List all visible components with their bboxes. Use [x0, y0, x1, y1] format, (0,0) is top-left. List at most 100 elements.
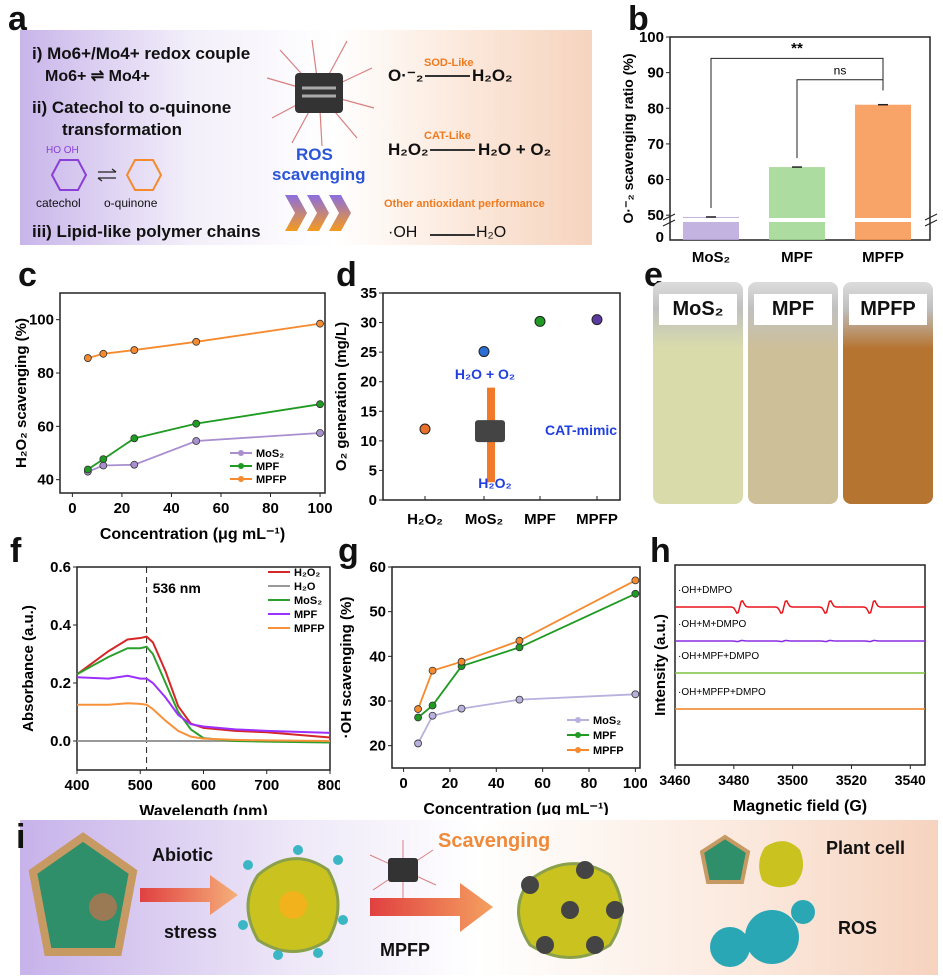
- y-tick-label: 90: [647, 65, 664, 82]
- y-tick-label: 20: [369, 738, 386, 755]
- x-tick-label: 40: [163, 500, 180, 517]
- panel-label-h: h: [650, 532, 671, 570]
- x-tick-label: 60: [534, 775, 551, 792]
- legend-label: MPF: [593, 730, 617, 742]
- nanoparticle-illustration: [266, 39, 375, 147]
- x-tick-label: 20: [442, 775, 459, 792]
- oh-arrow: [430, 234, 475, 236]
- plot-frame: [674, 564, 926, 766]
- spectrum-label: ·OH+M+DMPO: [678, 619, 747, 630]
- data-point: [130, 460, 139, 469]
- x-tick-label: 500: [128, 777, 153, 794]
- data-point: [99, 349, 108, 358]
- y-tick-label: 60: [37, 418, 54, 435]
- reference-line-label: 536 nm: [153, 580, 201, 596]
- y-tick-label: 0: [369, 492, 377, 509]
- x-tick-label: 400: [64, 777, 89, 794]
- data-point: [414, 713, 422, 722]
- legend-label: MPF: [256, 461, 280, 473]
- x-tick-label: 0: [399, 775, 407, 792]
- data-point: [192, 337, 201, 346]
- catechol-ring: [50, 159, 88, 191]
- quinone-ring: [125, 159, 163, 191]
- legend-marker: [238, 450, 244, 456]
- x-tick-label: 80: [262, 500, 279, 517]
- chart-c-h2o2-scavenging: 0 20 40 60 80 100 40 60 80 100 Concentration (μg m…: [13, 292, 333, 543]
- y-tick-label: 70: [647, 136, 664, 153]
- x-tick-label: H₂O₂: [407, 511, 443, 528]
- nanoparticle-icon: [475, 420, 505, 443]
- vial-photo: MPFP: [843, 282, 933, 504]
- bar-0: [683, 216, 739, 240]
- y-tick-label: 0.0: [50, 733, 71, 750]
- catechol-quinone-structures: [50, 159, 163, 191]
- y-axis-label: ·OH scavenging (%): [338, 597, 355, 739]
- legend-marker: [238, 476, 244, 482]
- x-tick-label: 100: [308, 500, 333, 517]
- data-point: [192, 419, 201, 428]
- chart-f-absorbance: 400 500 600 700 800 0.0 0.2 0.4 0.6 Wavelength (n…: [20, 559, 340, 815]
- x-tick-label: 3540: [895, 772, 926, 788]
- data-point: [428, 666, 437, 675]
- legend-label: MPFP: [593, 745, 624, 757]
- data-point: [428, 711, 437, 720]
- y-tick-label: 100: [639, 29, 664, 46]
- x-axis-label: Concentration (μg mL⁻¹): [100, 526, 285, 543]
- legend-marker: [238, 463, 244, 469]
- item-catechol-2: transformation: [62, 120, 182, 139]
- vial-photo: MoS₂: [653, 282, 743, 504]
- data-point: [414, 705, 422, 713]
- bar-break: [683, 218, 739, 222]
- series-line-MPF: [76, 674, 331, 734]
- sod-reactant: O·⁻₂: [388, 66, 424, 85]
- panel-label-g: g: [338, 532, 359, 570]
- series-line-MPFP: [77, 702, 331, 742]
- vial-label: MoS₂: [659, 294, 737, 325]
- data-point: [316, 429, 324, 437]
- sod-like-label: SOD-Like: [424, 57, 474, 69]
- sod-product: H₂O₂: [472, 66, 513, 85]
- y-tick-label: 0.6: [50, 559, 71, 576]
- bar-2: [855, 104, 911, 240]
- y-axis-label: Absorbance (a.u.): [20, 605, 37, 732]
- data-point: [457, 704, 466, 713]
- y-tick-label: 60: [647, 172, 664, 189]
- data-point: [631, 690, 640, 699]
- y-tick-label: 80: [647, 100, 664, 117]
- panel-label-i: i: [16, 818, 26, 856]
- spectrum-label: ·OH+MPF+DMPO: [678, 651, 759, 662]
- x-tick-label: 100: [623, 775, 647, 792]
- y-axis-label: O·⁻₂ scavenging ratio (%): [620, 54, 636, 224]
- y-axis-label: O₂ generation (mg/L): [333, 322, 350, 471]
- data-point: [428, 701, 437, 710]
- sod-arrow: [425, 75, 470, 77]
- data-point: [515, 643, 524, 652]
- panel-a-background: [20, 30, 592, 245]
- x-tick-label: 20: [114, 500, 131, 517]
- item-lipid: iii) Lipid-like polymer chains: [32, 222, 261, 241]
- plant-cell-label: Plant cell: [826, 838, 906, 858]
- legend-label: MoS₂: [593, 715, 621, 727]
- stress-arrow-icon: [140, 875, 238, 915]
- y-tick-label: 100: [29, 312, 54, 329]
- panel-label-f: f: [10, 532, 22, 570]
- chart-d-o2-generation: 0 5 10 15 20 25 30 35 H₂O₂ MoS₂ MPF MPFP H₂O + O₂ CAT…: [333, 285, 621, 528]
- data-point: [130, 346, 139, 354]
- y-axis-label: H₂O₂ scavenging (%): [13, 318, 30, 468]
- series-line-MoS₂: [76, 645, 331, 744]
- legend-label: MoS₂: [294, 595, 322, 607]
- legend-label: H₂O₂: [294, 567, 320, 579]
- chart-b-o2-scavenging: 50 60 70 80 90 100 0 MoS₂ MPF MPFP ** ns O·⁻₂ scaven…: [620, 29, 938, 266]
- x-tick-label: 600: [191, 777, 216, 794]
- legend-plant-cell-icon: [700, 834, 751, 884]
- data-point: [515, 695, 524, 704]
- ros-label: ROS: [296, 145, 333, 164]
- spectrum-label: ·OH+MPFP+DMPO: [678, 687, 766, 698]
- epr-spectrum: [675, 600, 925, 614]
- x-tick-label: MPF: [781, 249, 813, 266]
- protected-cell-icon: [517, 861, 624, 959]
- epr-spectrum: [675, 639, 925, 643]
- x-tick-label: 3480: [718, 772, 749, 788]
- y-tick-label: 80: [37, 365, 54, 382]
- scavenging-title: Scavenging: [438, 830, 551, 852]
